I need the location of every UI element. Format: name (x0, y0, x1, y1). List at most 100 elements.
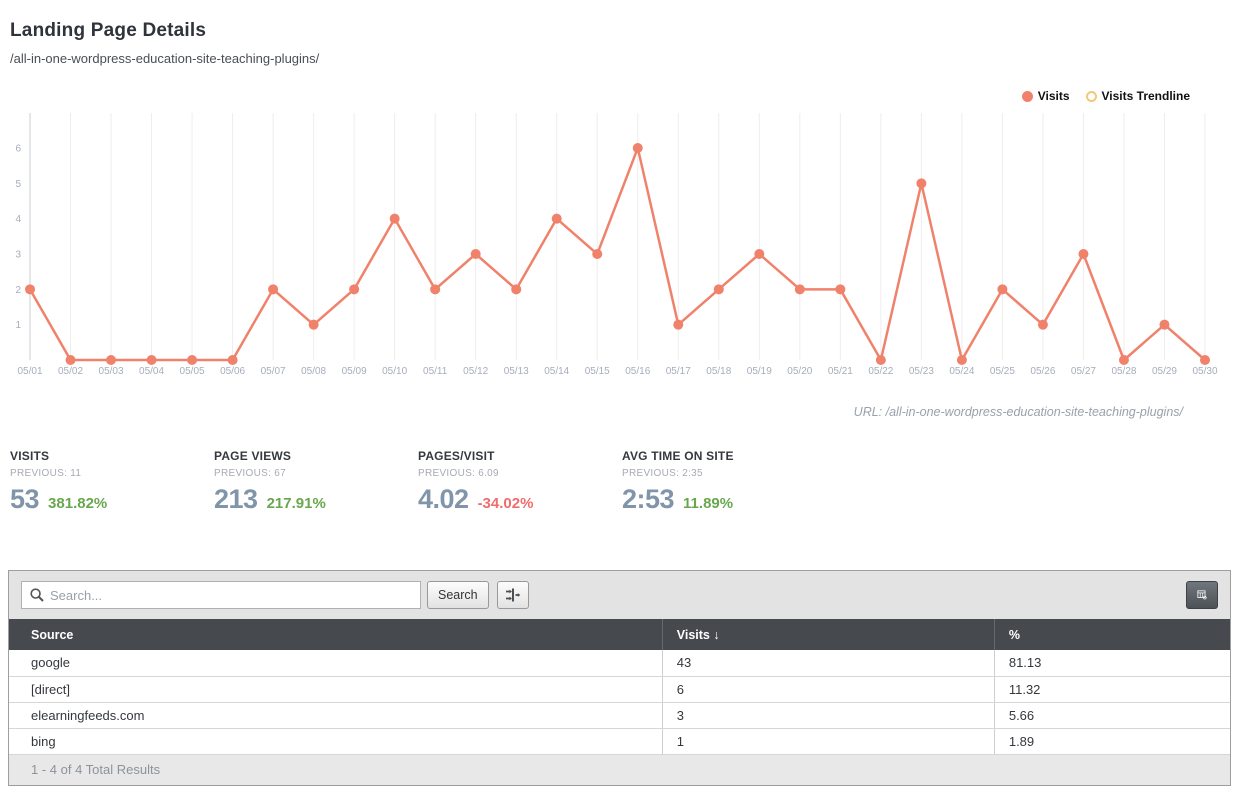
visits-point-05/14[interactable] (551, 213, 562, 224)
x-axis-label: 05/03 (99, 366, 124, 377)
visits-point-05/08[interactable] (308, 319, 319, 330)
search-button[interactable]: Search (427, 581, 489, 609)
x-axis-label: 05/02 (58, 366, 83, 377)
x-axis-label: 05/20 (787, 366, 812, 377)
legend-label: Visits Trendline (1101, 89, 1190, 103)
visits-point-05/11[interactable] (430, 284, 441, 295)
filter-columns-button[interactable] (496, 581, 529, 609)
visits-point-05/15[interactable] (592, 249, 603, 260)
chart-legend: Visits Visits Trendline (0, 88, 1190, 104)
visits-point-05/12[interactable] (470, 249, 481, 260)
visits-point-05/30[interactable] (1200, 355, 1210, 365)
visits-point-05/10[interactable] (389, 213, 400, 224)
table-results-summary: 1 - 4 of 4 Total Results (9, 754, 1230, 785)
column-header-source[interactable]: Source (9, 619, 663, 650)
percent-cell: 1.89 (993, 728, 1230, 755)
y-axis-label: 3 (15, 250, 21, 261)
visits-point-05/05[interactable] (187, 355, 198, 365)
x-axis-label: 05/01 (17, 366, 42, 377)
column-header-visits[interactable]: Visits ↓ (661, 619, 995, 650)
visits-point-05/06[interactable] (227, 355, 238, 365)
table-header-row: Source Visits ↓% (9, 619, 1230, 650)
visits-point-05/04[interactable] (146, 355, 157, 365)
visits-point-05/13[interactable] (511, 284, 522, 295)
stat-previous: PREVIOUS: 2:35 (622, 468, 703, 479)
visits-point-05/22[interactable] (875, 355, 886, 365)
stat-value: 53 (10, 484, 40, 514)
column-header-%[interactable]: % (993, 619, 1230, 650)
x-axis-label: 05/23 (909, 366, 934, 377)
legend-item-visits[interactable]: Visits (1021, 89, 1070, 103)
y-axis-label: 1 (15, 320, 21, 331)
visits-point-05/27[interactable] (1078, 249, 1089, 260)
filter-columns-icon (505, 588, 520, 602)
visits-point-05/28[interactable] (1118, 355, 1129, 365)
x-axis-label: 05/21 (828, 366, 853, 377)
x-axis-label: 05/13 (504, 366, 529, 377)
x-axis-label: 05/14 (544, 366, 569, 377)
visits-point-05/16[interactable] (632, 143, 643, 154)
table-row: [direct] 6 11.32 (9, 676, 1230, 703)
visits-point-05/09[interactable] (349, 284, 360, 295)
stat-label: VISITS (10, 449, 50, 463)
legend-item-visits-trendline[interactable]: Visits Trendline (1085, 89, 1190, 103)
visits-chart: 05/01 05/02 05/03 05/04 05/05 05/06 05/07 05/08… (0, 108, 1239, 383)
stat-delta: -34.02% (477, 495, 534, 512)
table-row: google 43 81.13 (9, 650, 1230, 677)
visits-cell: 3 (661, 702, 995, 729)
x-axis-label: 05/12 (463, 366, 488, 377)
x-axis-label: 05/17 (666, 366, 691, 377)
visits-point-05/17[interactable] (673, 319, 684, 330)
legend-label: Visits (1037, 89, 1070, 103)
x-axis-label: 05/28 (1111, 366, 1136, 377)
page-header: Landing Page Details /all-in-one-wordpre… (0, 0, 1239, 66)
visits-point-05/03[interactable] (106, 355, 117, 365)
stat-label: PAGE VIEWS (214, 449, 292, 463)
visits-cell: 1 (661, 728, 995, 755)
visits-point-05/23[interactable] (916, 178, 927, 189)
visits-point-05/26[interactable] (1037, 319, 1048, 330)
x-axis-label: 05/06 (220, 366, 245, 377)
visits-point-05/24[interactable] (956, 355, 967, 365)
stat-previous: PREVIOUS: 11 (10, 468, 82, 479)
source-cell: google (9, 650, 663, 677)
visits-point-05/07[interactable] (268, 284, 279, 295)
visits-point-05/02[interactable] (65, 355, 76, 365)
visits-point-05/21[interactable] (835, 284, 846, 295)
search-input[interactable] (50, 583, 412, 607)
chart-url-caption: URL: /all-in-one-wordpress-education-sit… (853, 405, 1183, 419)
x-axis-label: 05/07 (261, 366, 286, 377)
x-axis-label: 05/30 (1192, 366, 1217, 377)
visits-point-05/01[interactable] (25, 284, 35, 295)
table-settings-button[interactable]: ⚙ (1186, 581, 1218, 609)
sources-table: Source Visits ↓% google 43 81.13 [direct] 6 11… (9, 619, 1230, 755)
x-axis-label: 05/04 (139, 366, 164, 377)
x-axis-label: 05/05 (180, 366, 205, 377)
source-cell: elearningfeeds.com (9, 702, 663, 729)
search-box[interactable] (21, 581, 421, 609)
x-axis-label: 05/16 (625, 366, 650, 377)
x-axis-label: 05/24 (949, 366, 974, 377)
x-axis-label: 05/09 (342, 366, 367, 377)
stat-page-views: PAGE VIEWS PREVIOUS: 67 213 217.91% (214, 449, 418, 515)
visits-point-05/29[interactable] (1159, 319, 1170, 330)
x-axis-label: 05/25 (990, 366, 1015, 377)
x-axis-label: 05/18 (706, 366, 731, 377)
y-axis-label: 6 (15, 144, 21, 155)
stat-delta: 217.91% (266, 495, 326, 512)
x-axis-label: 05/15 (585, 366, 610, 377)
visits-line (28, 146, 1207, 362)
visits-point-05/19[interactable] (754, 249, 765, 260)
percent-cell: 11.32 (993, 676, 1230, 703)
table-row: bing 1 1.89 (9, 728, 1230, 755)
visits-point-05/20[interactable] (794, 284, 805, 295)
stat-pages-visit: PAGES/VISIT PREVIOUS: 6.09 4.02 -34.02% (418, 449, 622, 515)
stat-avg-time-on-site: AVG TIME ON SITE PREVIOUS: 2:35 2:53 11.89% (622, 449, 826, 515)
visits-point-05/18[interactable] (713, 284, 724, 295)
x-axis-label: 05/11 (423, 366, 448, 377)
stat-value: 2:53 (622, 484, 675, 514)
y-axis-label: 2 (15, 285, 21, 296)
visits-point-05/25[interactable] (997, 284, 1008, 295)
visits-line-chart: 05/01 05/02 05/03 05/04 05/05 05/06 05/07 05/08… (15, 113, 1218, 377)
visits-cell: 6 (661, 676, 995, 703)
